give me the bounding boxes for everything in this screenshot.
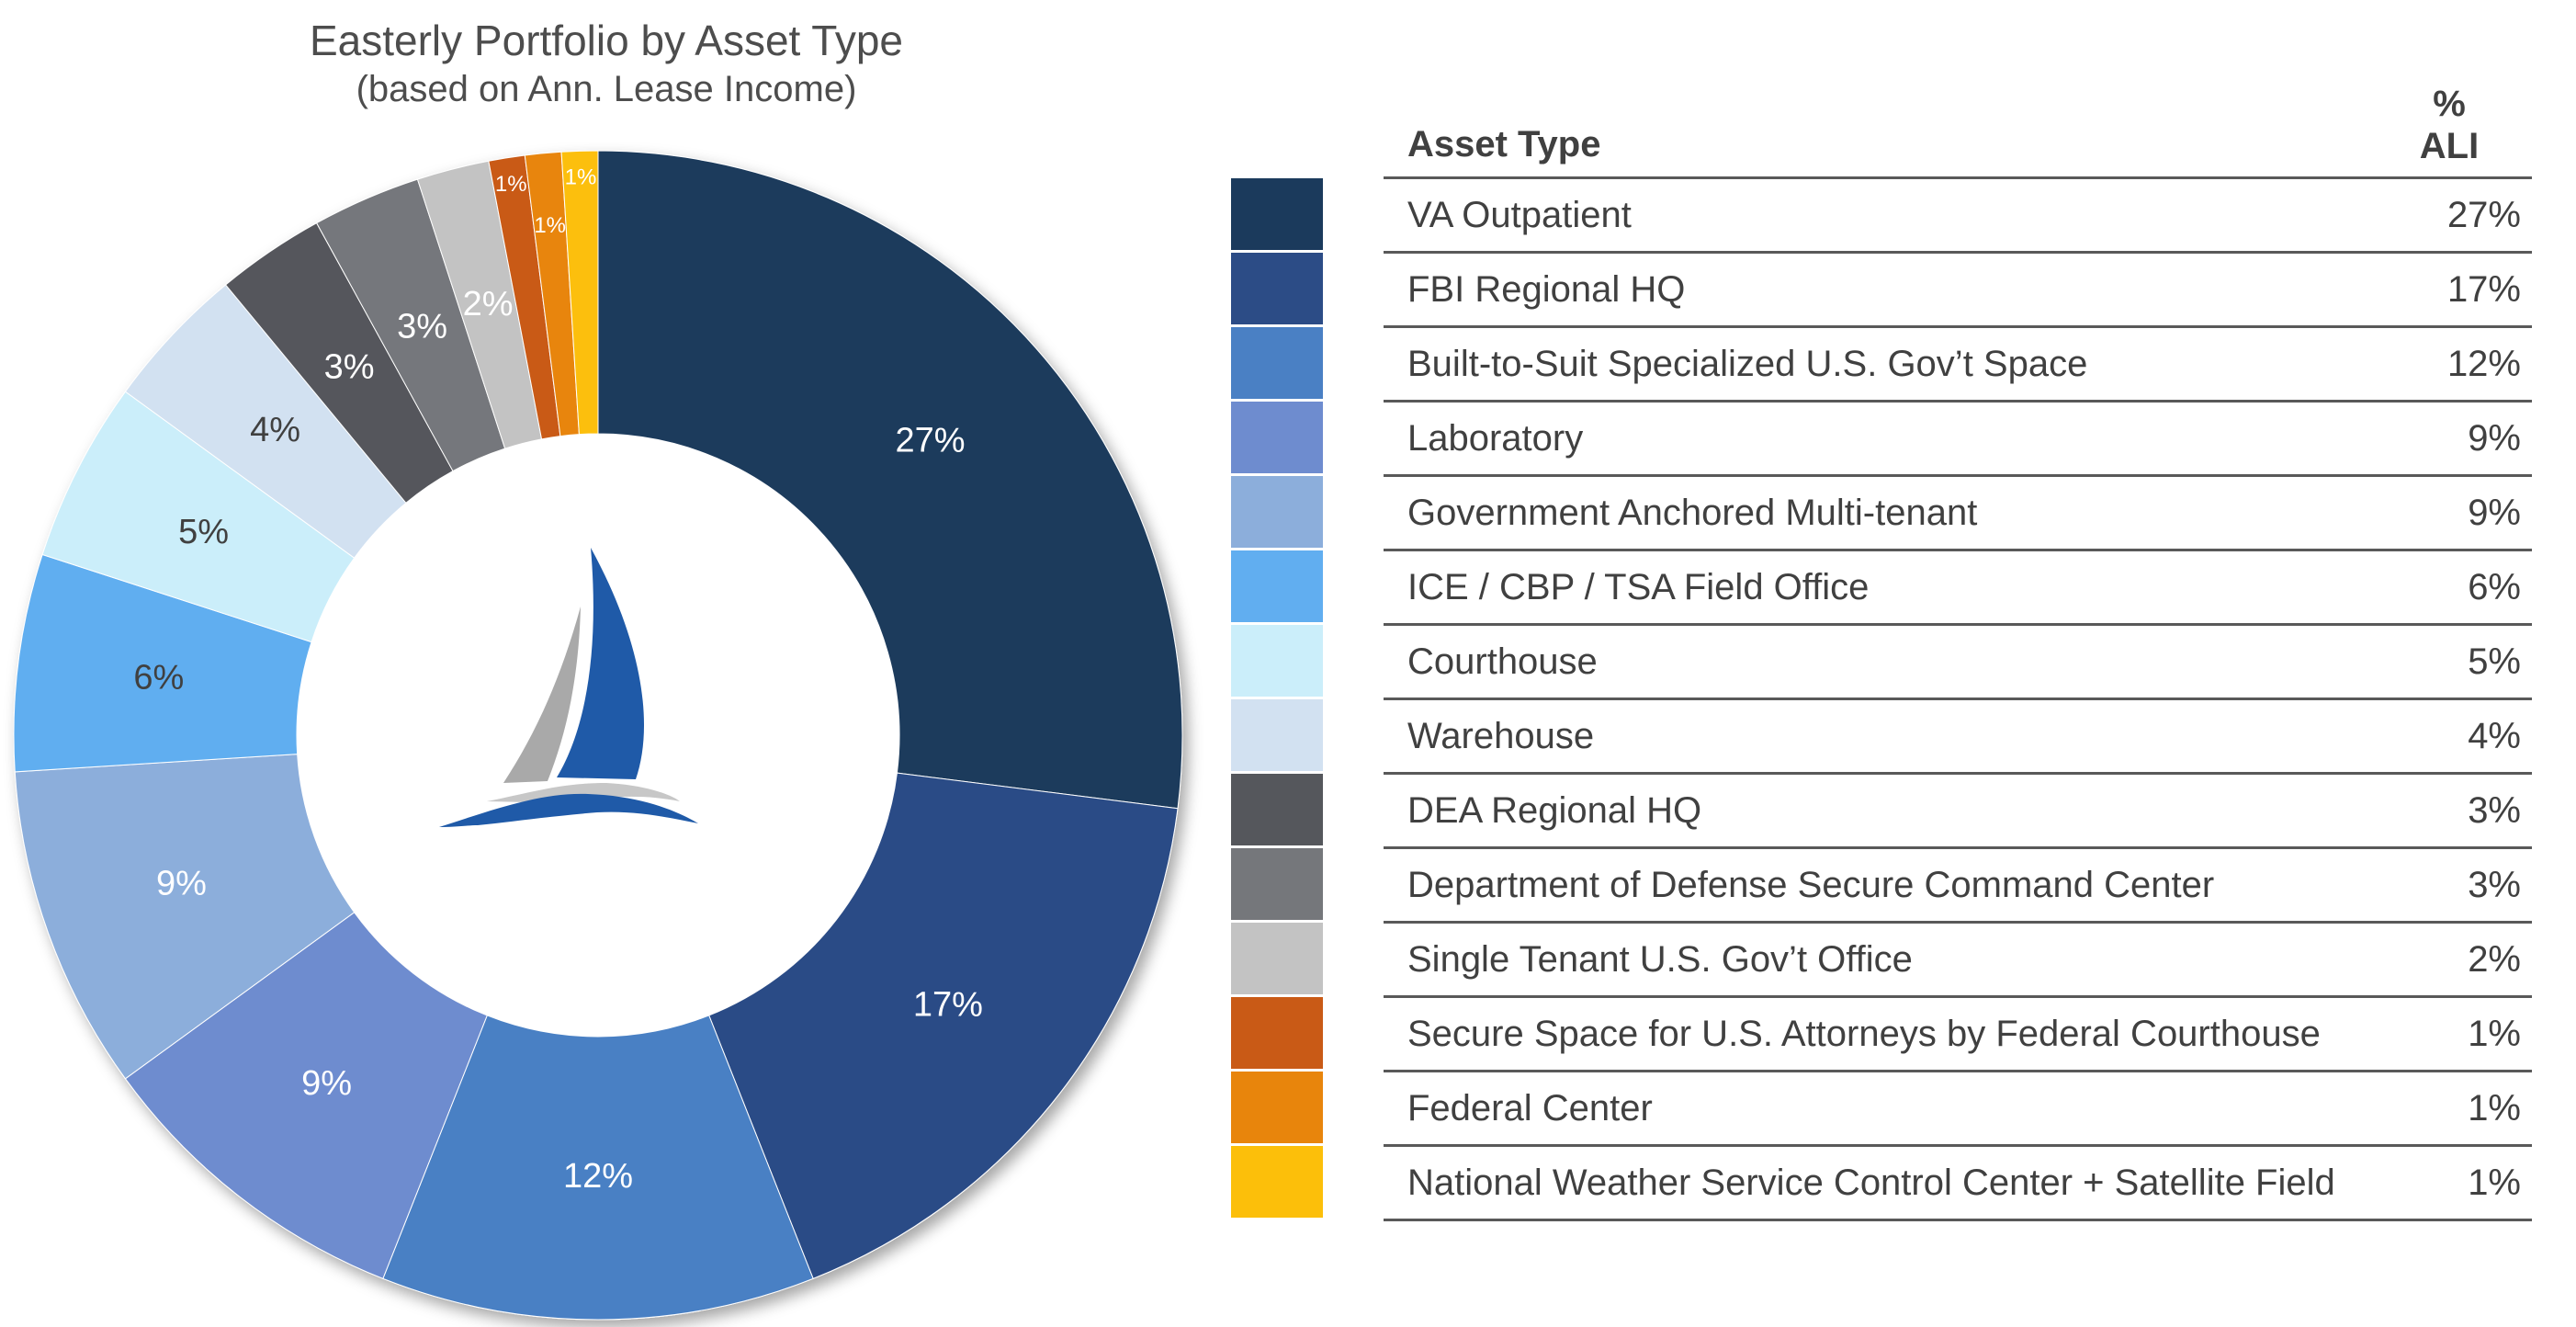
- table-row: Built-to-Suit Specialized U.S. Gov’t Spa…: [1384, 328, 2532, 403]
- cell-pct-ali: 3%: [2468, 865, 2521, 905]
- asset-table: Asset Type % ALI VA Outpatient 27% FBI Reg…: [1384, 64, 2532, 1221]
- table-row: Single Tenant U.S. Gov’t Office 2%: [1384, 924, 2532, 998]
- table-row: FBI Regional HQ 17%: [1384, 254, 2532, 328]
- slice-labels: 27% 17% 12% 9% 9% 6% 5% 4% 3% 3% 2% 1% 1% 1%: [133, 165, 983, 1196]
- cell-asset-type: Single Tenant U.S. Gov’t Office: [1407, 939, 1913, 980]
- slice-label: 1%: [565, 165, 597, 190]
- slice-label: 3%: [324, 347, 375, 386]
- slice-label: 4%: [250, 411, 300, 449]
- cell-pct-ali: 9%: [2468, 418, 2521, 459]
- header-asset-type: Asset Type: [1407, 124, 1601, 164]
- table-row: Department of Defense Secure Command Cen…: [1384, 849, 2532, 924]
- cell-asset-type: Courthouse: [1407, 641, 1598, 682]
- table-row: ICE / CBP / TSA Field Office 6%: [1384, 551, 2532, 626]
- slice-label: 17%: [913, 985, 983, 1024]
- cell-asset-type: FBI Regional HQ: [1407, 269, 1686, 310]
- cell-pct-ali: 12%: [2446, 344, 2521, 384]
- cell-pct-ali: 27%: [2446, 195, 2521, 235]
- cell-asset-type: Built-to-Suit Specialized U.S. Gov’t Spa…: [1407, 344, 2088, 384]
- cell-asset-type: Government Anchored Multi-tenant: [1407, 493, 1978, 533]
- legend-swatch: [1231, 1146, 1323, 1218]
- table-row: Courthouse 5%: [1384, 626, 2532, 700]
- cell-asset-type: National Weather Service Control Center …: [1407, 1163, 2335, 1203]
- cell-asset-type: VA Outpatient: [1407, 195, 1632, 235]
- header-pct-line1: %: [2433, 84, 2466, 124]
- cell-pct-ali: 17%: [2446, 269, 2521, 310]
- legend-swatch: [1231, 476, 1323, 548]
- cell-pct-ali: 1%: [2468, 1014, 2521, 1054]
- legend-swatch: [1231, 997, 1323, 1069]
- slice-label: 1%: [534, 213, 566, 238]
- legend-swatch: [1231, 402, 1323, 473]
- cell-asset-type: Department of Defense Secure Command Cen…: [1407, 865, 2215, 905]
- cell-asset-type: DEA Regional HQ: [1407, 790, 1702, 831]
- slice-label: 5%: [178, 513, 229, 551]
- slice-label: 1%: [495, 172, 527, 197]
- legend-swatch: [1231, 327, 1323, 399]
- slice-label: 12%: [563, 1157, 633, 1196]
- cell-pct-ali: 6%: [2468, 567, 2521, 607]
- header-pct-ali: % ALI: [2394, 83, 2504, 167]
- table-row: Federal Center 1%: [1384, 1072, 2532, 1147]
- cell-asset-type: Secure Space for U.S. Attorneys by Feder…: [1407, 1014, 2321, 1054]
- chart-title: Easterly Portfolio by Asset Type: [309, 17, 904, 64]
- slice-label: 6%: [133, 659, 184, 698]
- slice-label: 27%: [896, 421, 966, 459]
- table-header: Asset Type % ALI: [1384, 64, 2532, 179]
- cell-pct-ali: 3%: [2468, 790, 2521, 831]
- wave-front-icon: [439, 793, 698, 827]
- sailboat-logo-icon: [439, 548, 698, 827]
- chart-area: Easterly Portfolio by Asset Type (based …: [0, 0, 1222, 1327]
- cell-pct-ali: 5%: [2468, 641, 2521, 682]
- sail-grey-icon: [503, 607, 581, 783]
- slice-label: 3%: [397, 308, 447, 346]
- slice-label: 9%: [301, 1064, 352, 1103]
- cell-pct-ali: 9%: [2468, 493, 2521, 533]
- cell-asset-type: Federal Center: [1407, 1088, 1653, 1129]
- table-row: DEA Regional HQ 3%: [1384, 775, 2532, 849]
- table-body: VA Outpatient 27% FBI Regional HQ 17% Built-…: [1384, 179, 2532, 1221]
- slice-label: 2%: [463, 285, 514, 323]
- cell-pct-ali: 4%: [2468, 716, 2521, 756]
- legend-swatch: [1231, 699, 1323, 771]
- table-row: VA Outpatient 27%: [1384, 179, 2532, 254]
- cell-asset-type: Warehouse: [1407, 716, 1595, 756]
- table-row: Government Anchored Multi-tenant 9%: [1384, 477, 2532, 551]
- cell-asset-type: Laboratory: [1407, 418, 1584, 459]
- cell-pct-ali: 2%: [2468, 939, 2521, 980]
- legend-swatch: [1231, 1072, 1323, 1143]
- legend-swatch: [1231, 178, 1323, 250]
- header-pct-line2: ALI: [2419, 126, 2480, 166]
- chart-subtitle: (based on Ann. Lease Income): [356, 69, 857, 109]
- table-row: National Weather Service Control Center …: [1384, 1147, 2532, 1221]
- cell-asset-type: ICE / CBP / TSA Field Office: [1407, 567, 1870, 607]
- donut-slices: [13, 150, 1183, 1321]
- slice-label: 9%: [156, 864, 207, 902]
- cell-pct-ali: 1%: [2468, 1088, 2521, 1129]
- wave-back-icon: [487, 783, 680, 803]
- legend-swatches: [1231, 178, 1323, 1220]
- donut-chart: 27% 17% 12% 9% 9% 6% 5% 4% 3% 3% 2% 1% 1% 1%: [13, 150, 1183, 1321]
- legend-swatch: [1231, 774, 1323, 845]
- legend-swatch: [1231, 625, 1323, 697]
- legend-swatch: [1231, 848, 1323, 920]
- cell-pct-ali: 1%: [2468, 1163, 2521, 1203]
- legend-swatch: [1231, 923, 1323, 994]
- table-row: Secure Space for U.S. Attorneys by Feder…: [1384, 998, 2532, 1072]
- legend-swatch: [1231, 550, 1323, 622]
- table-row: Laboratory 9%: [1384, 403, 2532, 477]
- table-row: Warehouse 4%: [1384, 700, 2532, 775]
- legend-swatch: [1231, 253, 1323, 324]
- sail-blue-icon: [557, 548, 645, 779]
